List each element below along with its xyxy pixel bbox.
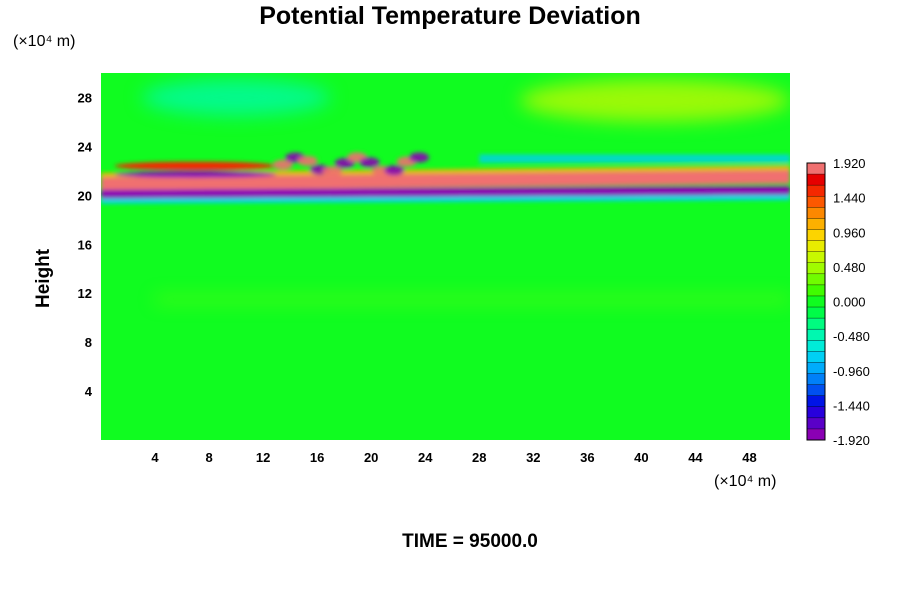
colorbar-label: 1.920 — [833, 156, 866, 171]
field-background — [101, 73, 790, 440]
colorbar-segment — [807, 174, 825, 186]
colorbar-label: -0.960 — [833, 364, 870, 379]
x-tick-label: 40 — [634, 450, 648, 465]
wave-cell — [384, 165, 405, 176]
colorbar-segment — [807, 229, 825, 241]
wave-cell — [322, 166, 343, 177]
x-tick-label: 28 — [472, 450, 486, 465]
x-tick-label: 48 — [742, 450, 756, 465]
y-tick-label: 16 — [78, 237, 92, 252]
colorbar-segment — [807, 329, 825, 341]
colorbar-segment — [807, 196, 825, 208]
colorbar-segment — [807, 251, 825, 264]
colorbar-label: -0.480 — [833, 329, 870, 344]
wave-cell — [359, 157, 380, 168]
colorbar-segment — [807, 307, 825, 319]
upper-left-cyan-patch — [141, 79, 331, 116]
x-tick-label: 36 — [580, 450, 594, 465]
colorbar-segment — [807, 340, 825, 352]
colorbar-segment — [807, 362, 825, 374]
y-axis-ticks: 4 8 12 16 20 24 28 — [78, 90, 93, 399]
colorbar-segment — [807, 406, 825, 419]
colorbar-label: 0.960 — [833, 225, 866, 240]
colorbar: 1.920 1.440 0.960 0.480 0.000 -0.480 -0.960 -1.… — [806, 156, 870, 448]
time-annotation: TIME = 95000.0 — [402, 531, 538, 552]
colorbar-segment — [807, 185, 825, 197]
x-tick-label: 44 — [688, 450, 703, 465]
x-axis-ticks: 4 8 12 16 20 24 28 32 36 40 44 48 — [151, 450, 756, 465]
wave-cell — [297, 155, 318, 166]
colorbar-segment — [807, 395, 825, 408]
colorbar-segment — [807, 273, 825, 286]
colorbar-label: 0.000 — [833, 295, 866, 310]
wave-cell — [409, 152, 430, 163]
upper-red-band-underside — [114, 171, 277, 178]
plot-area — [101, 73, 790, 440]
y-tick-label: 20 — [78, 188, 92, 203]
x-tick-label: 24 — [418, 450, 433, 465]
y-axis-unit: (×10⁴ m) — [13, 33, 76, 50]
colorbar-label: 1.440 — [833, 191, 866, 206]
colorbar-segment — [807, 351, 825, 363]
upper-right-yellow-patch — [519, 79, 790, 122]
y-tick-label: 24 — [78, 139, 93, 154]
x-tick-label: 4 — [151, 450, 159, 465]
colorbar-segment — [807, 428, 825, 441]
colorbar-segment — [807, 240, 825, 252]
x-axis-unit: (×10⁴ m) — [714, 473, 777, 490]
x-tick-label: 8 — [205, 450, 212, 465]
colorbar-segment — [807, 163, 825, 175]
x-tick-label: 12 — [256, 450, 270, 465]
y-tick-label: 4 — [85, 384, 93, 399]
colorbar-segment — [807, 295, 825, 308]
colorbar-segment — [807, 207, 825, 219]
wave-cell — [272, 159, 293, 170]
colorbar-segment — [807, 384, 825, 396]
colorbar-segment — [807, 262, 825, 275]
y-tick-label: 12 — [78, 286, 92, 301]
colorbar-segment — [807, 218, 825, 230]
colorbar-label: -1.440 — [833, 398, 870, 413]
colorbar-segment — [807, 284, 825, 297]
colorbar-segment — [807, 318, 825, 330]
colorbar-frame — [806, 162, 826, 441]
x-tick-label: 32 — [526, 450, 540, 465]
cyan-band — [479, 154, 790, 163]
colorbar-segment — [807, 417, 825, 430]
low-yellow-line — [155, 296, 790, 303]
colorbar-label: -1.920 — [833, 433, 870, 448]
x-tick-label: 16 — [310, 450, 324, 465]
colorbar-label: 0.480 — [833, 260, 866, 275]
colorbar-segment — [807, 373, 825, 385]
chart-title: Potential Temperature Deviation — [259, 2, 641, 30]
y-tick-label: 8 — [85, 335, 92, 350]
main-cold-band — [101, 186, 790, 199]
main-warm-band — [101, 170, 790, 192]
y-tick-label: 28 — [78, 90, 92, 105]
upper-red-band — [114, 161, 277, 171]
x-tick-label: 20 — [364, 450, 378, 465]
